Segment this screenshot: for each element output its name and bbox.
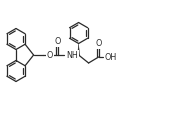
Text: NH: NH	[67, 50, 78, 60]
Text: O: O	[54, 37, 61, 46]
Text: O: O	[46, 50, 53, 60]
Polygon shape	[77, 44, 80, 55]
Text: OH: OH	[105, 53, 117, 61]
Text: O: O	[95, 39, 102, 48]
